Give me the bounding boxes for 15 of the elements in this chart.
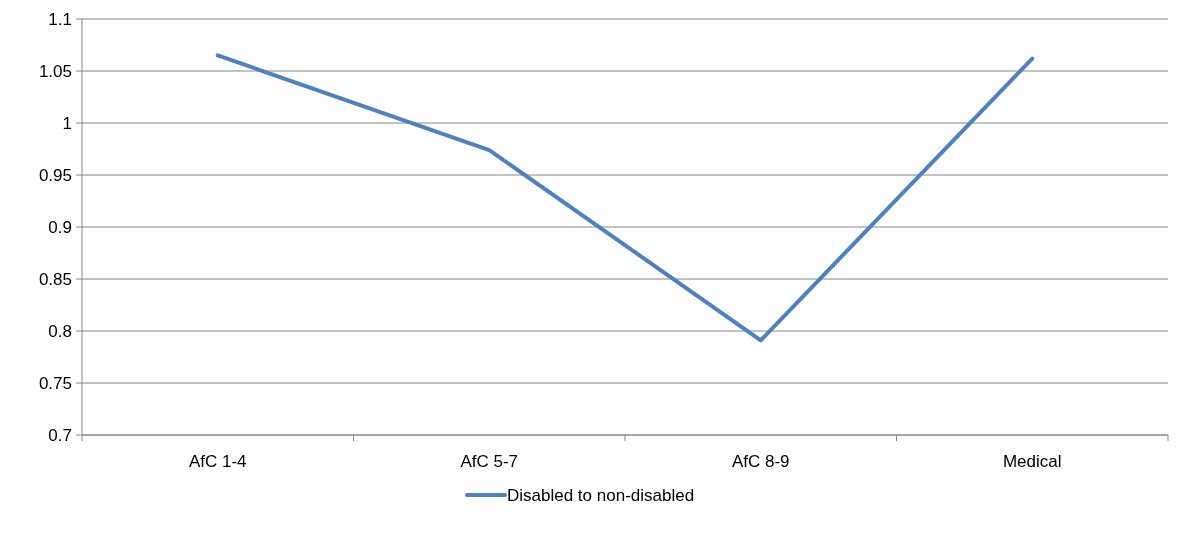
line-series [215, 53, 1035, 343]
y-tick-label: 0.9 [48, 217, 72, 237]
y-tick-label: 1.1 [48, 9, 72, 29]
y-tick-label: 0.8 [48, 321, 72, 341]
y-tick-label: 0.75 [38, 373, 72, 393]
y-tick-label: 0.95 [38, 165, 72, 185]
x-tick-label: AfC 5-7 [460, 452, 519, 471]
y-tick-label: 1 [62, 113, 72, 133]
x-tick-label: AfC 8-9 [731, 452, 790, 471]
y-tick-label: 0.7 [48, 425, 72, 445]
legend-label: Disabled to non-disabled [507, 485, 695, 505]
x-tick-label: Medical [1002, 452, 1062, 471]
y-tick-label: 1.05 [38, 61, 72, 81]
y-tick-label: 0.85 [38, 269, 72, 289]
x-tick-label: AfC 1-4 [188, 452, 247, 471]
